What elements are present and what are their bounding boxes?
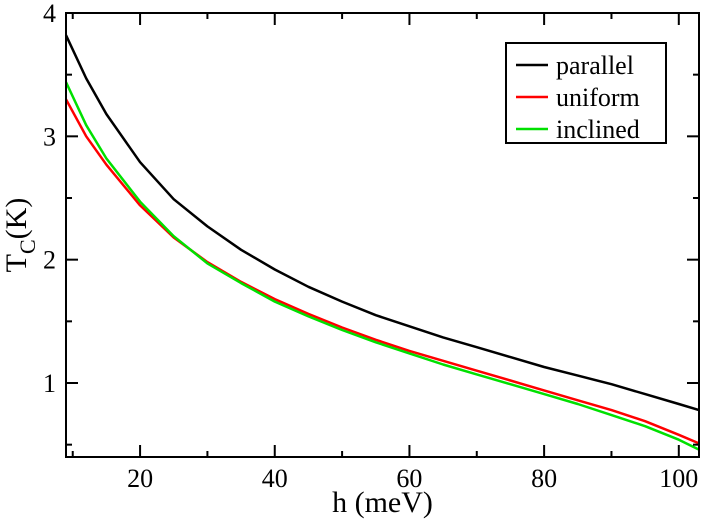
y-tick-label: 2 bbox=[43, 246, 56, 275]
legend-box bbox=[505, 42, 667, 144]
plot-frame bbox=[65, 12, 700, 458]
series-line-parallel bbox=[64, 34, 700, 412]
x-tick-label: 20 bbox=[127, 464, 153, 493]
y-tick-label: 1 bbox=[43, 369, 56, 398]
series-layer bbox=[64, 34, 700, 451]
y-tick-label: 3 bbox=[43, 122, 56, 151]
x-axis-title: h (meV) bbox=[332, 486, 433, 519]
x-tick-label: 40 bbox=[262, 464, 288, 493]
series-line-inclined bbox=[64, 81, 700, 451]
x-tick-label: 60 bbox=[396, 464, 422, 493]
y-axis-title-subscript: C bbox=[15, 239, 40, 254]
x-tick-label: 100 bbox=[659, 464, 698, 493]
x-tick-label: 80 bbox=[531, 464, 557, 493]
series-line-uniform bbox=[64, 98, 700, 445]
y-axis-title-main: T bbox=[0, 254, 33, 272]
legend-label-parallel: parallel bbox=[556, 51, 634, 80]
legend-label-inclined: inclined bbox=[556, 115, 640, 144]
y-tick-label: 4 bbox=[43, 0, 56, 28]
tick-layer: 20 40 60 80 100 1 2 3 4 bbox=[43, 0, 699, 493]
legend-label-uniform: uniform bbox=[556, 83, 640, 112]
legend: parallel uniform inclined bbox=[505, 42, 667, 144]
y-axis-title: TC(K) bbox=[0, 198, 40, 273]
y-axis-title-unit: (K) bbox=[0, 198, 33, 240]
y-axis-title-text: TC(K) bbox=[0, 198, 40, 273]
